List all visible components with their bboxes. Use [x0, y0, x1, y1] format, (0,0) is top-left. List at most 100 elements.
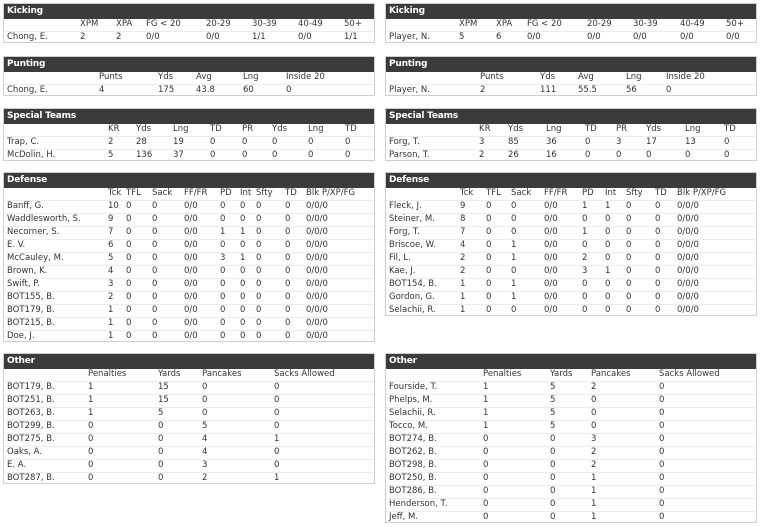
stat-value: 1 — [240, 227, 246, 237]
stat-value: 1 — [108, 331, 114, 341]
stat-value: 0 — [126, 240, 132, 250]
stat-value: 0 — [126, 253, 132, 263]
stat-value: 0 — [256, 266, 262, 276]
stat-value: 0 — [220, 318, 226, 328]
stat-value: 3 — [479, 137, 485, 147]
stat-value: 0 — [126, 227, 132, 237]
stat-value: 0/0 — [184, 227, 198, 237]
player-name: Kae, J. — [389, 266, 416, 276]
stat-value: 0/0 — [544, 305, 558, 315]
row-divider — [4, 472, 374, 473]
stat-value: 55.5 — [578, 85, 597, 95]
stat-value: 0 — [655, 214, 661, 224]
column-header: Lng — [308, 124, 324, 134]
row-divider — [386, 278, 756, 279]
section-title: Punting — [4, 57, 374, 72]
stat-value: 0 — [256, 318, 262, 328]
stat-value: 0/0 — [544, 201, 558, 211]
column-header: Sfty — [256, 188, 273, 198]
column-header: XPM — [459, 19, 478, 29]
stat-value: 5 — [158, 408, 164, 418]
column-header: FF/FR — [184, 188, 208, 198]
column-header: Yds — [646, 124, 662, 134]
stat-value: 26 — [508, 150, 519, 160]
row-divider — [4, 407, 374, 408]
player-name: Phelps, M. — [389, 395, 433, 405]
player-name: BOT275, B. — [7, 434, 55, 444]
stat-value: 0/0/0 — [677, 279, 699, 289]
column-header: Sacks Allowed — [659, 369, 720, 379]
column-header: 30-39 — [633, 19, 658, 29]
column-header: Lng — [243, 72, 259, 82]
column-header: Tck — [108, 188, 122, 198]
row-divider — [386, 226, 756, 227]
column-header: TD — [724, 124, 736, 134]
stats-table: Special Teams KR Yds Lng TD PR Yds Lng TD Trap, C… — [3, 108, 375, 161]
stat-value: 0 — [272, 150, 278, 160]
column-header: KR — [479, 124, 491, 134]
player-name: Oaks, A. — [7, 447, 43, 457]
stat-value: 2 — [480, 85, 486, 95]
row-divider — [386, 420, 756, 421]
player-name: Chong, E. — [7, 85, 48, 95]
stats-table: Special Teams KR Yds Lng TD PR Yds Lng TD Forg, T… — [385, 108, 757, 161]
stat-value: 0 — [220, 214, 226, 224]
stat-value: 4 — [108, 266, 114, 276]
column-header: 20-29 — [206, 19, 231, 29]
stat-value: 1 — [605, 266, 611, 276]
row-divider — [386, 433, 756, 434]
stat-value: 60 — [243, 85, 254, 95]
player-name: BOT262, B. — [389, 447, 437, 457]
section-title: Kicking — [4, 4, 374, 19]
player-name: BOT286, B. — [389, 486, 437, 496]
player-name: E. A. — [7, 460, 27, 470]
stat-value: 5 — [550, 395, 556, 405]
column-header: TD — [285, 188, 297, 198]
stat-value: 0 — [126, 292, 132, 302]
player-name: Fil, L. — [389, 253, 411, 263]
column-header: PR — [616, 124, 628, 134]
stat-value: 1 — [511, 240, 517, 250]
row-divider — [4, 317, 374, 318]
stat-value: 0/0/0 — [306, 318, 328, 328]
row-divider — [386, 149, 756, 150]
stat-value: 0 — [285, 240, 291, 250]
stat-value: 0/0 — [184, 240, 198, 250]
stat-value: 16 — [546, 150, 557, 160]
stat-value: 0 — [240, 266, 246, 276]
stat-value: 0 — [152, 201, 158, 211]
section-title: Defense — [4, 173, 374, 188]
column-header: Blk P/XP/FG — [677, 188, 727, 198]
stat-value: 0 — [152, 305, 158, 315]
player-name: Doe, J. — [7, 331, 35, 341]
player-name: Player, N. — [389, 32, 430, 42]
stat-value: 0 — [242, 137, 248, 147]
stat-value: 0 — [626, 292, 632, 302]
player-name: Necorner, S. — [7, 227, 60, 237]
stat-value: 7 — [460, 227, 466, 237]
stat-value: 0 — [483, 473, 489, 483]
stat-value: 0 — [158, 421, 164, 431]
stat-value: 175 — [158, 85, 175, 95]
player-name: BOT299, B. — [7, 421, 55, 431]
stat-value: 0/0 — [544, 240, 558, 250]
stat-value: 1 — [591, 473, 597, 483]
stat-value: 0 — [655, 305, 661, 315]
column-header: TD — [585, 124, 597, 134]
player-name: Fleck, J. — [389, 201, 422, 211]
stat-value: 13 — [685, 137, 696, 147]
stats-table: Kicking XPM XPA FG < 20 20-29 30-39 40-49 50+ Pl… — [385, 3, 757, 43]
stat-value: 1 — [274, 434, 280, 444]
stat-value: 0 — [605, 253, 611, 263]
stats-table: Defense Tck TFL Sack FF/FR PD Int Sfty TD Blk P/X… — [3, 172, 375, 342]
player-name: Swift, P. — [7, 279, 40, 289]
stat-value: 0 — [88, 434, 94, 444]
stat-value: 2 — [202, 473, 208, 483]
stat-value: 0 — [158, 447, 164, 457]
row-divider — [386, 31, 756, 32]
stat-value: 0 — [220, 266, 226, 276]
stat-value: 1 — [591, 499, 597, 509]
row-divider — [4, 149, 374, 150]
player-name: Chong, E. — [7, 32, 48, 42]
row-divider — [386, 213, 756, 214]
